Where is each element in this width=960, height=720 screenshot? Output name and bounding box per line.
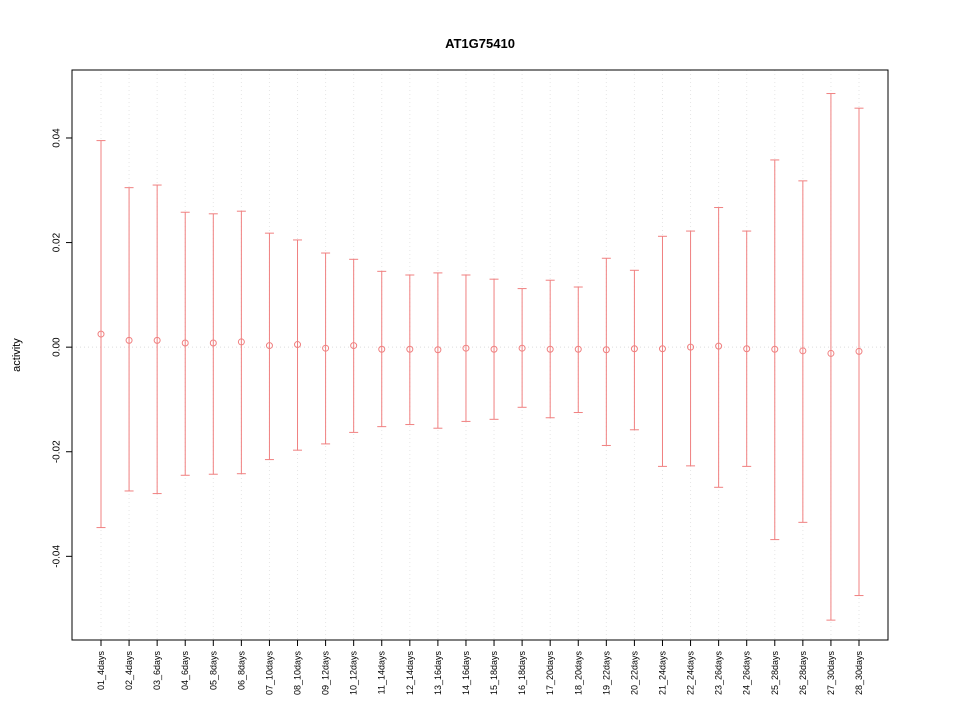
data-point-marker: [434, 346, 442, 354]
x-tick-label: 14_16days: [461, 651, 471, 696]
error-bar: [321, 252, 331, 445]
data-point-marker: [378, 345, 386, 353]
data-point-marker: [574, 345, 582, 353]
x-tick-label: 05_8days: [208, 651, 218, 691]
x-tick-label: 02_4days: [124, 651, 134, 691]
error-bar: [714, 207, 724, 488]
error-bar: [854, 107, 864, 597]
data-point-marker: [743, 345, 751, 353]
x-tick-label: 15_18days: [489, 651, 499, 696]
x-tick-label: 03_6days: [152, 651, 162, 691]
data-point-marker: [630, 345, 638, 353]
x-tick-label: 18_20days: [573, 651, 583, 696]
axes: -0.04 -0.02 0.00 0.02 0.04 01_4days 02_4days 03…: [51, 128, 864, 695]
error-bar: [264, 232, 274, 461]
error-bar: [489, 278, 499, 420]
data-point-marker: [658, 345, 666, 353]
error-bar: [629, 269, 639, 431]
error-bar: [433, 272, 443, 429]
error-bar: [657, 235, 667, 467]
data-point-marker: [153, 336, 161, 344]
data-point-marker: [715, 342, 723, 350]
y-tick-label: 0.04: [51, 128, 62, 148]
x-tick-label: 16_18days: [517, 651, 527, 696]
data-point-marker: [209, 339, 217, 347]
y-axis-title: activity: [11, 338, 23, 372]
x-tick-label: 27_30days: [826, 651, 836, 696]
x-tick-label: 21_24days: [657, 651, 667, 696]
x-tick-label: 12_14days: [405, 651, 415, 696]
error-bar: [517, 288, 527, 408]
data-point-marker: [827, 349, 835, 357]
x-tick-label: 22_24days: [686, 651, 696, 696]
x-tick-label: 08_10days: [293, 651, 303, 696]
x-tick-label: 07_10days: [264, 651, 274, 696]
x-tick-label: 20_22days: [629, 651, 639, 696]
y-tick-label: 0.00: [52, 337, 63, 357]
gridlines: [72, 70, 888, 640]
x-tick-label: 04_6days: [180, 651, 190, 691]
plot-frame: [71, 69, 889, 641]
error-bar: [236, 210, 246, 475]
error-bar: [545, 279, 555, 419]
data-point-marker: [546, 345, 554, 353]
data-point-marker: [490, 345, 498, 353]
data-point-marker: [406, 345, 414, 353]
x-tick-label: 01_4days: [96, 651, 106, 691]
data-point-marker: [322, 344, 330, 352]
error-bar: [461, 274, 471, 422]
x-tick-label: 28_30days: [854, 651, 864, 696]
error-bar: [742, 230, 752, 467]
data-point-marker: [125, 336, 133, 344]
x-tick-label: 13_16days: [433, 651, 443, 696]
data-point-marker: [799, 347, 807, 355]
error-bar: [405, 274, 415, 426]
error-bar: [601, 257, 611, 446]
error-bar: [152, 184, 162, 495]
data-point-marker: [350, 342, 358, 350]
data-point-marker: [237, 338, 245, 346]
x-tick-label: 17_20days: [545, 651, 555, 696]
data-point-marker: [771, 345, 779, 353]
error-bar: [377, 270, 387, 428]
x-tick-label: 10_12days: [349, 651, 359, 696]
error-bars-series: [96, 93, 864, 621]
x-tick-label: 06_8days: [236, 651, 246, 691]
y-tick-label: 0.02: [52, 232, 63, 252]
data-point-marker: [181, 339, 189, 347]
y-tick-label: -0.02: [52, 440, 63, 463]
error-bar: [96, 140, 106, 529]
data-point-marker: [294, 341, 302, 349]
error-bar: [208, 213, 218, 475]
data-point-marker: [855, 347, 863, 355]
error-bar: [124, 187, 134, 492]
chart-title: AT1G75410: [445, 36, 515, 51]
plot-border: [71, 69, 889, 641]
x-tick-label: 09_12days: [321, 651, 331, 696]
error-bar: [798, 180, 808, 523]
data-point-marker: [97, 330, 105, 338]
error-bar: [293, 239, 303, 451]
data-point-marker: [462, 344, 470, 352]
error-bar: [349, 258, 359, 433]
error-bar: [686, 230, 696, 467]
data-point-marker: [518, 344, 526, 352]
error-bar: [573, 286, 583, 414]
x-tick-label: 19_22days: [601, 651, 611, 696]
x-tick-label: 26_28days: [798, 651, 808, 696]
x-tick-label: 11_14days: [377, 651, 387, 695]
x-tick-label: 23_26days: [714, 651, 724, 696]
data-point-marker: [265, 342, 273, 350]
error-bar: [180, 211, 190, 476]
data-point-marker: [602, 346, 610, 354]
x-tick-label: 24_26days: [742, 651, 752, 696]
error-bar: [826, 93, 836, 621]
error-bar: [770, 159, 780, 541]
data-point-marker: [687, 343, 695, 351]
y-tick-label: -0.04: [52, 544, 63, 567]
x-tick-label: 25_28days: [770, 651, 780, 696]
